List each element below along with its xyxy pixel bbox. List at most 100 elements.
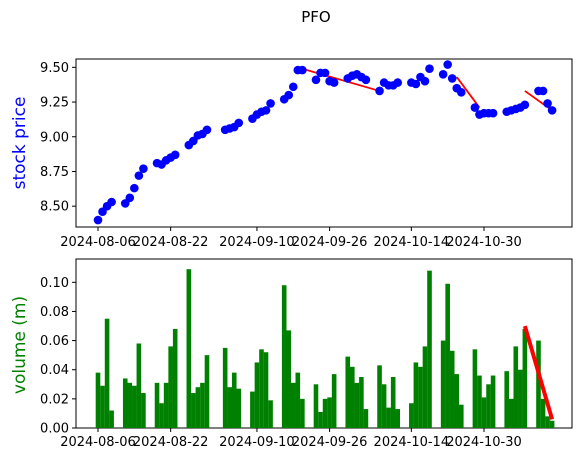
x-tick-label: 2024-08-22: [133, 235, 209, 250]
volume-bar: [136, 343, 142, 428]
price-point: [298, 65, 307, 75]
volume-bar: [327, 397, 332, 428]
price-point: [261, 106, 271, 115]
volume-bar: [359, 377, 364, 428]
volume-bar: [490, 375, 496, 428]
volume-series: [95, 269, 555, 428]
price-point: [456, 88, 466, 97]
volume-bar: [163, 382, 169, 428]
volume-bar: [345, 356, 351, 428]
volume-bar: [445, 283, 450, 428]
price-point: [375, 86, 384, 96]
y-tick-label: 0.02: [40, 392, 69, 407]
volume-bar: [250, 391, 255, 428]
volume-bar: [222, 347, 228, 428]
volume-bar: [154, 382, 160, 428]
volume-trend-line: [522, 325, 555, 420]
volume-bar: [195, 387, 201, 428]
volume-bar: [186, 269, 192, 428]
price-point: [288, 82, 298, 92]
volume-bar: [545, 416, 550, 428]
volume-bar: [286, 330, 292, 428]
x-tick-label: 2024-10-30: [446, 435, 522, 450]
price-y-label: stock price: [10, 97, 30, 190]
volume-bar: [254, 362, 260, 428]
volume-bar: [413, 362, 419, 428]
y-tick-label: 0.06: [40, 334, 69, 349]
price-point: [311, 75, 321, 85]
x-tick-label: 2024-09-10: [219, 435, 295, 450]
price-trend-lines: [302, 67, 553, 112]
volume-bar: [440, 340, 446, 428]
volume-bar: [504, 371, 510, 428]
volume-bar: [377, 365, 382, 428]
volume-bar: [263, 352, 269, 428]
volume-bar: [268, 400, 273, 428]
price-point: [234, 118, 244, 128]
volume-bar: [513, 346, 519, 428]
x-tick-label: 2024-09-10: [219, 235, 295, 250]
volume-bar: [300, 398, 305, 428]
volume-trend-lines: [522, 325, 555, 420]
x-tick-label: 2024-08-06: [60, 435, 136, 450]
x-tick-label: 2024-08-06: [60, 235, 136, 250]
volume-bar: [508, 398, 514, 428]
volume-bar: [172, 328, 178, 428]
y-tick-label: 0.00: [40, 422, 69, 437]
volume-bar: [477, 375, 482, 428]
volume-bar: [236, 388, 242, 428]
x-tick-label: 2024-09-26: [292, 235, 368, 250]
volume-bar: [132, 385, 137, 428]
y-tick-label: 9.00: [40, 130, 69, 145]
price-series: [93, 60, 557, 225]
volume-bar: [395, 409, 401, 428]
price-point: [125, 193, 135, 203]
volume-bar: [486, 384, 491, 428]
volume-bar: [354, 382, 360, 428]
x-tick-label: 2024-10-14: [374, 435, 450, 450]
volume-bar: [386, 407, 391, 428]
x-tick-label: 2024-08-22: [133, 435, 209, 450]
price-point: [538, 86, 548, 96]
volume-bar: [100, 385, 105, 428]
price-point: [425, 64, 434, 74]
volume-bar: [472, 349, 478, 428]
price-point: [411, 79, 421, 89]
price-point: [420, 76, 430, 86]
chart-title: PFO: [301, 8, 330, 26]
volume-y-label: volume (m): [10, 296, 30, 394]
volume-bar: [95, 372, 101, 428]
volume-bar: [390, 377, 396, 428]
price-point: [547, 106, 557, 115]
volume-bar: [104, 318, 110, 428]
y-tick-label: 9.25: [40, 96, 69, 111]
volume-bar: [259, 349, 264, 428]
volume-bar: [549, 420, 555, 428]
y-tick-label: 9.50: [40, 61, 69, 76]
price-point: [488, 108, 498, 118]
price-point: [170, 150, 180, 160]
price-plot-frame: [75, 58, 573, 228]
price-point: [361, 75, 371, 85]
x-tick-label: 2024-09-26: [292, 435, 368, 450]
volume-bar: [381, 384, 387, 428]
volume-bar: [204, 355, 210, 428]
price-point: [329, 78, 339, 87]
price-point: [134, 171, 144, 180]
volume-bar: [109, 410, 114, 428]
price-y-axis: 8.50 8.75 9.00 9.25 9.50: [40, 61, 76, 215]
volume-bar: [458, 404, 464, 428]
price-point: [202, 125, 212, 135]
volume-bar: [318, 411, 323, 428]
y-tick-label: 0.08: [40, 305, 69, 320]
price-point: [543, 99, 552, 108]
volume-bar: [422, 346, 428, 428]
volume-bar: [290, 382, 296, 428]
volume-bar: [313, 384, 319, 428]
price-point: [438, 69, 448, 79]
volume-bar: [122, 378, 128, 428]
volume-bar: [418, 366, 423, 428]
volume-bar: [168, 346, 173, 428]
